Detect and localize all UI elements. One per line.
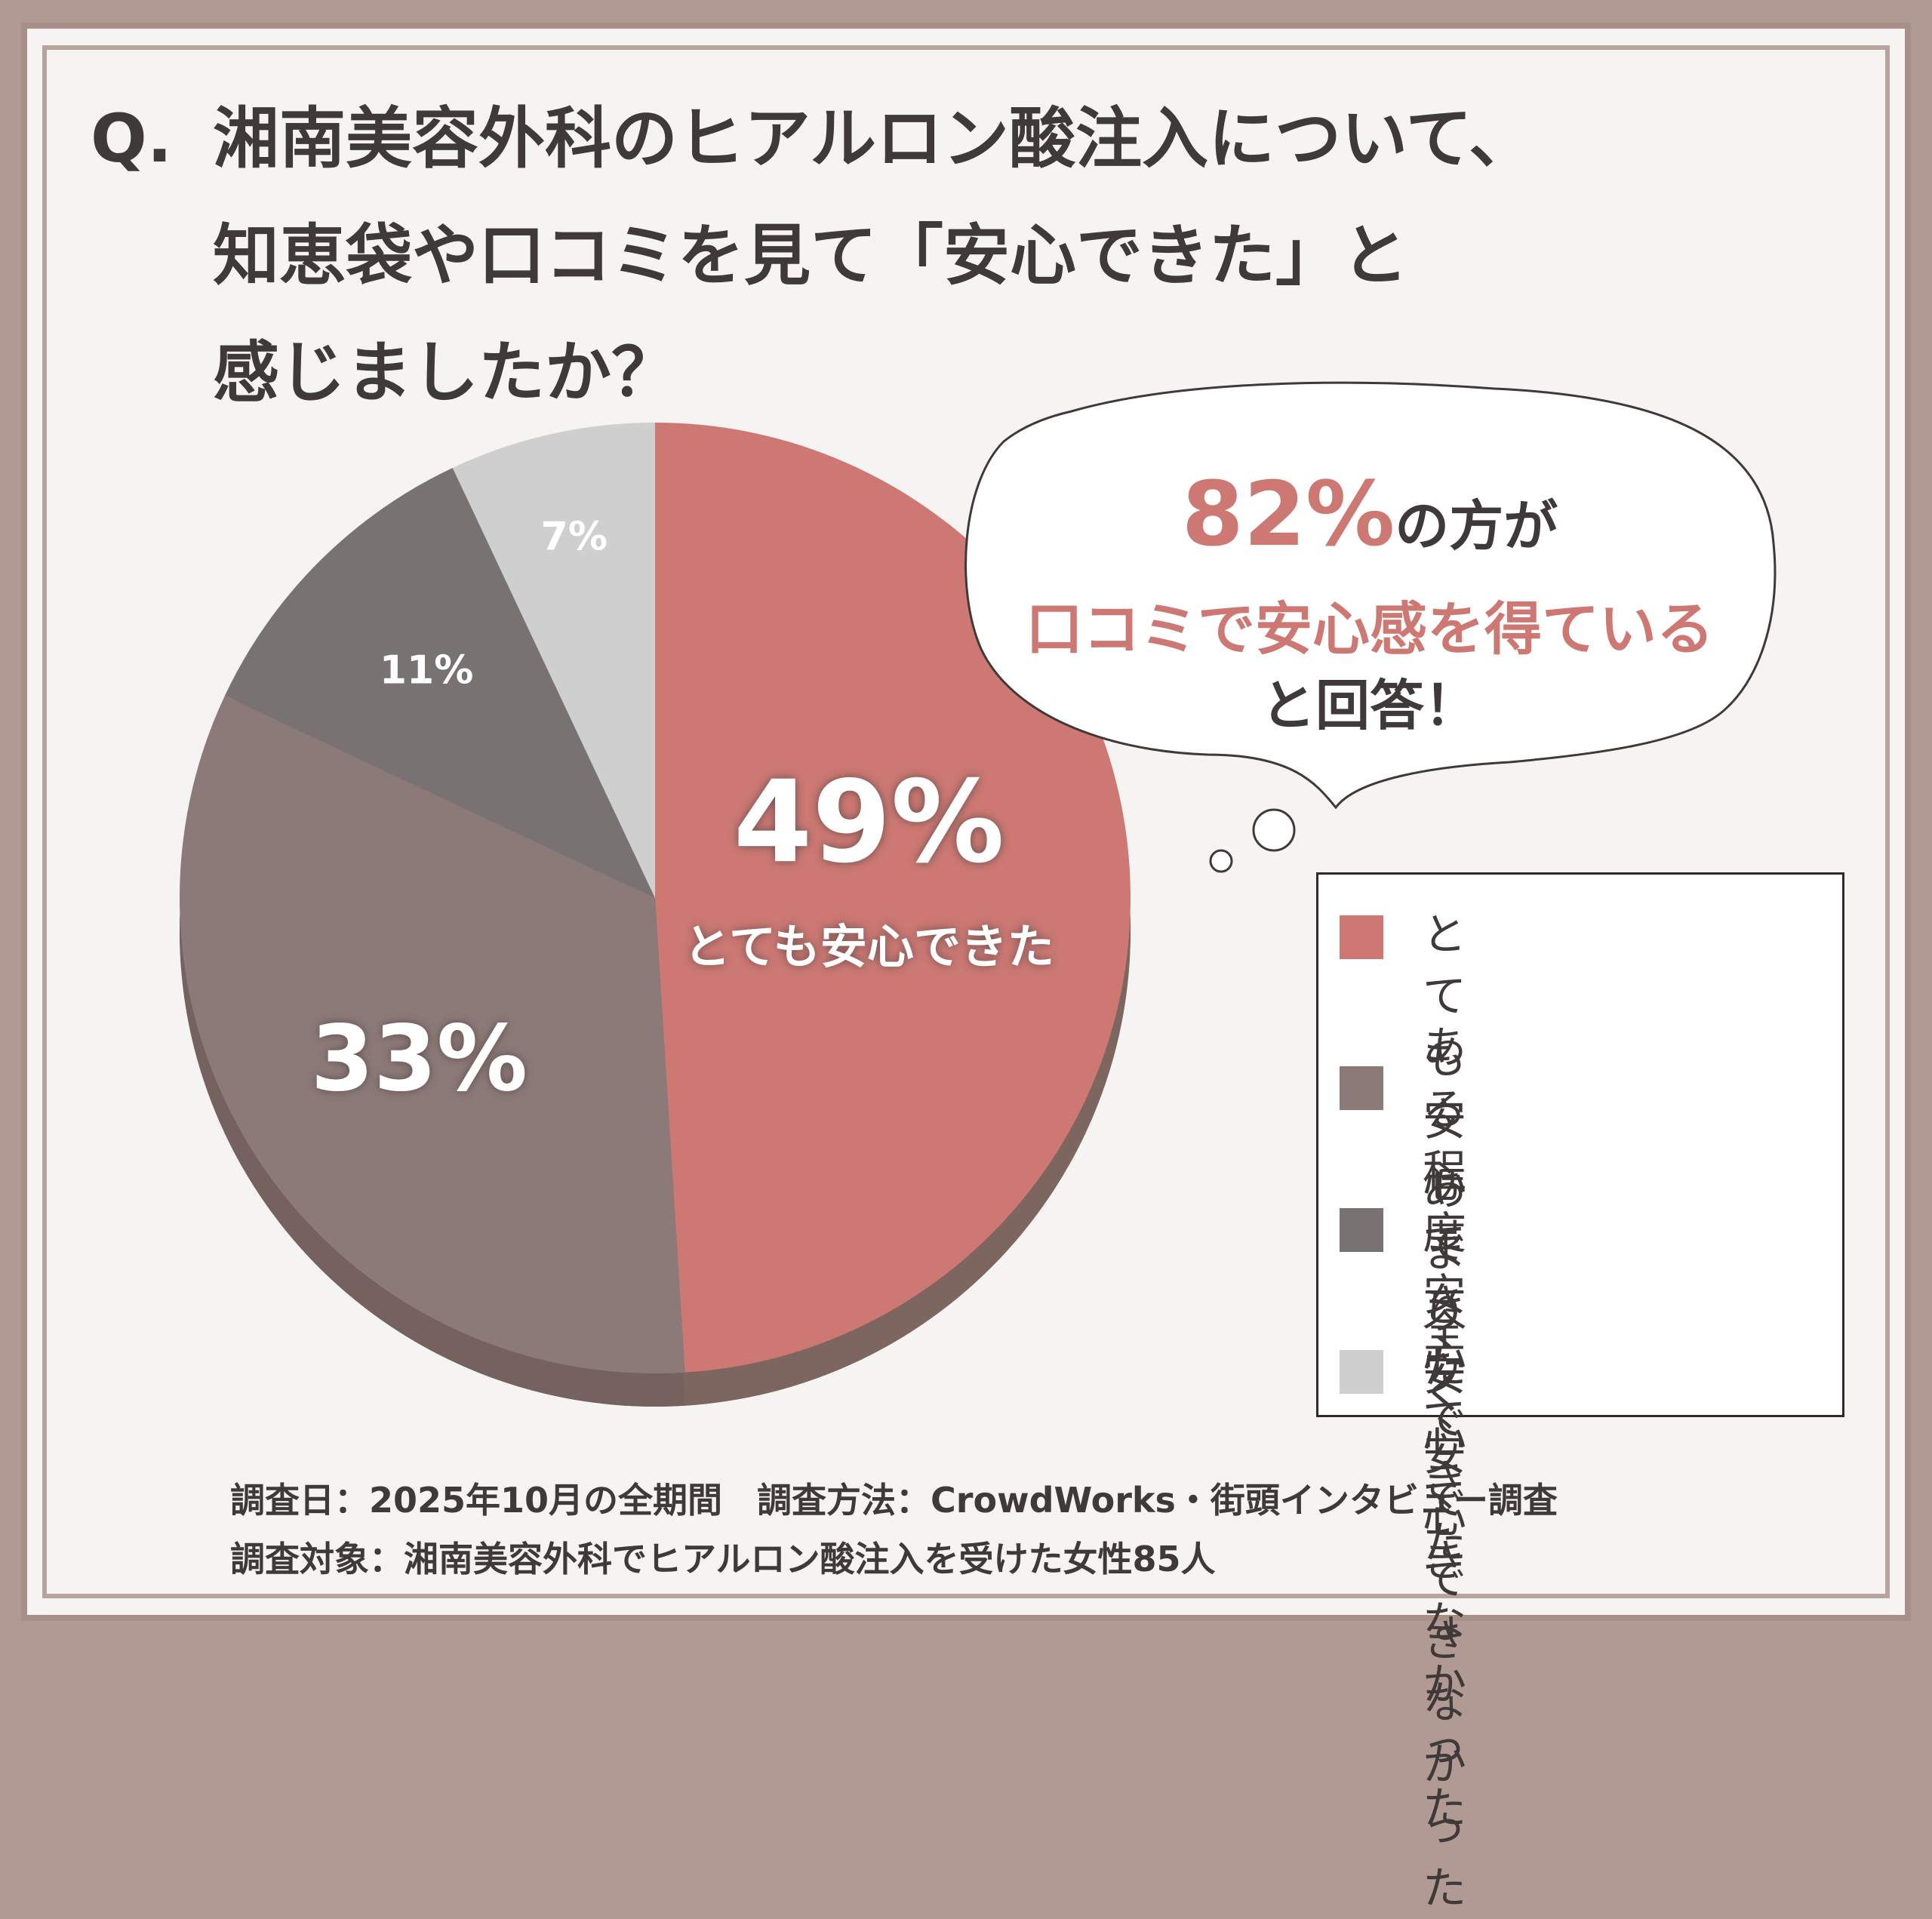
slice-somewhat-reassured <box>179 695 685 1373</box>
bubble-dot-small <box>1209 849 1233 873</box>
bubble-line-3: と回答！ <box>1260 674 1478 737</box>
panel-border <box>42 45 1890 1598</box>
legend: とても安心できた ある程度 安心できた あまり安心 できなかった 全く安心 でき… <box>1316 872 1844 1914</box>
pie-label-very-reassured: 49% <box>734 757 1004 888</box>
question-prefix: Q. <box>91 100 173 177</box>
pie-labels: 49% とても安心できた 33% 11% 7% <box>311 515 1054 1112</box>
slice-not-really-reassured <box>224 467 655 898</box>
bubble-line-2: 口コミで安心感を得ている <box>1026 595 1714 663</box>
legend-swatch <box>1340 1066 1383 1110</box>
question-line-1: 湘南美容外科のヒアルロン酸注入について、 <box>213 100 1536 177</box>
legend-swatch <box>1340 1350 1383 1394</box>
legend-swatch <box>1340 915 1383 959</box>
pie-label-somewhat-reassured: 33% <box>311 1007 528 1112</box>
legend-label: ある程度 安心できた <box>1423 1022 1470 1568</box>
pie-label-not-at-all-reassured: 7% <box>541 515 608 560</box>
question-line-3: 感じましたか？ <box>213 334 678 411</box>
bubble-dot-large <box>1252 808 1296 852</box>
legend-label: とても安心できた <box>1423 909 1470 1393</box>
legend-label: 全く安心 できなかった <box>1423 1305 1470 1914</box>
bubble-suffix: の方が <box>1395 494 1558 558</box>
pie-label-not-really-reassured: 11% <box>380 647 473 693</box>
question-line-2: 知恵袋や口コミを見て「安心できた」と <box>213 217 1409 294</box>
pie-slices <box>179 423 1131 1373</box>
footer-survey-target: 調査対象：湘南美容外科でヒアルロン酸注入を受けた女性85人 <box>230 1539 1216 1579</box>
legend-swatch <box>1340 1208 1383 1252</box>
speech-bubble <box>964 381 1777 810</box>
bubble-line-1: 82%の方が <box>974 462 1766 566</box>
pie-chart: 49% とても安心できた 33% 11% 7% <box>179 381 1777 1407</box>
footer-survey-info: 調査日：2025年10月の全期間 調査方法：CrowdWorks・街頭インタビュ… <box>230 1480 1558 1521</box>
slice-not-at-all-reassured <box>452 423 655 898</box>
bubble-percent: 82% <box>1181 462 1395 566</box>
pie-highlight-category: とても安心できた <box>684 919 1054 974</box>
